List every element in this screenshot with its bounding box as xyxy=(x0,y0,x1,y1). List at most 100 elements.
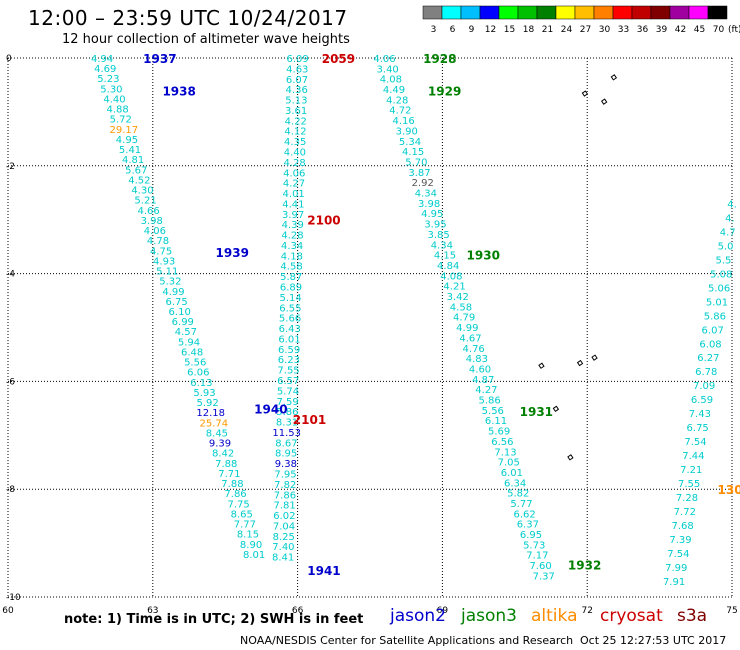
credit-timestamp: Oct 25 12:27:53 UTC 2017 xyxy=(580,634,727,647)
island-outline xyxy=(610,74,618,81)
data-point-label: 4.08 xyxy=(380,75,402,86)
data-point-label: 5.11 xyxy=(156,267,178,278)
data-point-label: 6.59 xyxy=(278,345,300,356)
data-point-label: 8.01 xyxy=(243,550,265,561)
data-point-label: 3.98 xyxy=(418,199,440,210)
island-outline xyxy=(600,98,608,105)
data-point-label: 4.28 xyxy=(281,231,303,242)
data-point-label: 7.95 xyxy=(274,469,296,480)
data-point-label: 4.84 xyxy=(437,261,459,272)
data-point-label: 8.67 xyxy=(275,438,297,449)
data-point-label: 4.57 xyxy=(175,327,197,338)
data-point-label: 8.31 xyxy=(276,418,298,429)
data-point-label: 6.13 xyxy=(190,378,212,389)
chart-title: 12:00 – 23:59 UTC 10/24/2017 xyxy=(28,6,348,30)
data-point-label: 7.04 xyxy=(273,521,295,532)
color-scale-swatch xyxy=(555,5,576,20)
data-point-label: 8.65 xyxy=(231,509,253,520)
data-point-label: 6.09 xyxy=(286,54,308,65)
data-point-label: 4.35 xyxy=(284,137,306,148)
data-point-label: 7.88 xyxy=(221,479,243,490)
x-tick-label: 69 xyxy=(437,606,449,616)
data-point-label: 5.01 xyxy=(706,297,728,308)
data-point-label: 25.74 xyxy=(200,418,229,429)
data-point-label: 7.54 xyxy=(684,437,706,448)
chart-subtitle: 12 hour collection of altimeter wave hei… xyxy=(62,32,350,47)
data-point-label: 7.86 xyxy=(224,489,246,500)
data-point-label: 7.81 xyxy=(273,501,295,512)
data-point-label: 11.53 xyxy=(272,428,301,439)
island-outline xyxy=(581,90,589,97)
y-tick-label: -6 xyxy=(6,377,15,387)
island-outline xyxy=(538,362,545,369)
data-point-label: 8.95 xyxy=(275,449,297,460)
pass-time-label: 2100 xyxy=(307,214,340,228)
data-point-label: 5.06 xyxy=(708,283,730,294)
data-point-label: 6.07 xyxy=(702,325,724,336)
data-point-label: 7.82 xyxy=(274,480,296,491)
data-point-label: 4. xyxy=(727,200,737,211)
pass-time-label: 1938 xyxy=(162,84,195,98)
data-point-label: 4.21 xyxy=(443,282,465,293)
data-point-label: 7.77 xyxy=(234,520,256,531)
pass-time-label: 2059 xyxy=(322,52,355,66)
color-scale-swatch xyxy=(688,5,709,20)
data-point-label: 6.75 xyxy=(165,297,187,308)
data-point-label: 5.94 xyxy=(178,337,200,348)
legend-jason3: jason3 xyxy=(461,606,517,626)
y-tick-label: -2 xyxy=(6,162,15,172)
data-point-label: 7.59 xyxy=(277,397,299,408)
color-scale-swatch xyxy=(479,5,500,20)
x-tick-label: 75 xyxy=(726,606,737,616)
pass-time-label: 1940 xyxy=(254,402,287,416)
data-point-label: 3.87 xyxy=(408,168,430,179)
data-point-label: 4.69 xyxy=(94,64,116,75)
color-scale-label: 42 xyxy=(675,25,686,35)
data-point-label: 4.27 xyxy=(475,385,497,396)
data-point-label: 7.05 xyxy=(498,458,520,469)
data-point-label: 4.08 xyxy=(440,271,462,282)
pass-time-label: 1931 xyxy=(520,405,553,419)
pass-time-label: 2101 xyxy=(293,413,326,427)
color-scale-swatch xyxy=(536,5,557,20)
data-point-label: 4.40 xyxy=(284,147,306,158)
data-point-label: 6.11 xyxy=(485,416,507,427)
data-point-label: 7.39 xyxy=(669,535,691,546)
color-scale-label: 15 xyxy=(504,25,515,35)
pass-time-label: 1932 xyxy=(568,559,601,573)
data-point-label: 4.34 xyxy=(281,241,303,252)
data-point-label: 7.60 xyxy=(529,561,551,572)
color-scale-swatch xyxy=(441,5,462,20)
data-point-label: 4.88 xyxy=(107,105,129,116)
data-point-label: 5.08 xyxy=(710,269,732,280)
y-tick-label: -4 xyxy=(6,270,15,280)
data-point-label: 7.54 xyxy=(667,549,689,560)
data-point-label: 7.28 xyxy=(676,493,698,504)
data-point-label: 5.30 xyxy=(100,84,122,95)
data-point-label: 5.66 xyxy=(279,314,301,325)
data-point-label: 5.82 xyxy=(507,489,529,500)
pass-time-label: 130 xyxy=(718,483,740,497)
color-scale-swatch xyxy=(650,5,671,20)
data-point-label: 4.34 xyxy=(431,240,453,251)
data-point-label: 3.97 xyxy=(282,210,304,221)
data-point-label: 4.15 xyxy=(434,251,456,262)
data-point-label: 7.91 xyxy=(663,577,685,588)
data-point-label: 7.88 xyxy=(215,459,237,470)
color-scale-swatch xyxy=(669,5,690,20)
data-point-label: 6.62 xyxy=(514,509,536,520)
data-point-label: 7.55 xyxy=(678,479,700,490)
color-scale-label: 39 xyxy=(656,25,668,35)
data-point-label: 7.55 xyxy=(277,366,299,377)
data-point-label: 5.13 xyxy=(285,96,307,107)
data-point-label: 5.92 xyxy=(196,398,218,409)
data-point-label: 5.34 xyxy=(399,137,421,148)
data-point-label: 5.74 xyxy=(277,386,299,397)
data-point-label: 8.15 xyxy=(237,530,259,541)
data-point-label: 4.63 xyxy=(286,64,308,75)
data-point-label: 7.40 xyxy=(272,542,294,553)
data-point-label: 4.95 xyxy=(421,209,443,220)
data-point-label: 4.95 xyxy=(116,135,138,146)
data-point-label: 7.72 xyxy=(674,507,696,518)
footer-note: note: 1) Time is in UTC; 2) SWH is in fe… xyxy=(64,612,364,627)
